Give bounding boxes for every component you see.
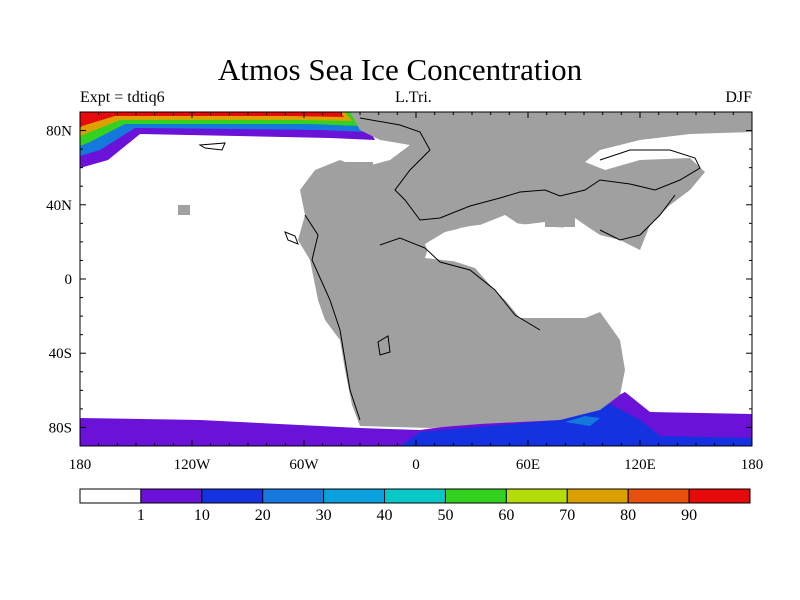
lon-tick-label: 0	[412, 457, 420, 473]
map-field	[80, 112, 752, 446]
colorbar-label: 90	[681, 507, 697, 524]
colorbar-label: 20	[255, 507, 271, 524]
colorbar-swatch	[627, 488, 690, 504]
land-mass-sahara	[425, 222, 625, 318]
coastline	[599, 194, 676, 241]
colorbar: 1 10 20 30 40 50 60 70 80 90	[79, 488, 751, 524]
experiment-label: Expt = tdtiq6	[80, 89, 165, 106]
land-mass-main	[298, 112, 752, 428]
colorbar-swatch	[201, 488, 264, 504]
lon-tick-label: 60W	[289, 457, 319, 473]
colorbar-label: 80	[620, 507, 636, 524]
season-label: DJF	[725, 89, 752, 106]
arctic-ice-band-5	[80, 112, 344, 128]
arctic-ice-band-3	[80, 112, 360, 146]
lat-axis-labels: 80N 40N 0 40S 80S	[46, 124, 72, 437]
colorbar-swatch	[505, 488, 568, 504]
colorbar-label: 30	[316, 507, 332, 524]
antarctic-ice-inner	[400, 404, 752, 446]
grid-label: L.Tri.	[395, 89, 432, 106]
colorbar-swatch	[79, 488, 142, 504]
colorbar-swatch	[444, 488, 507, 504]
arctic-ice-band-4	[80, 112, 352, 136]
colorbar-label: 40	[377, 507, 393, 524]
lon-tick-label: 60E	[516, 457, 540, 473]
colorbar-swatch	[566, 488, 629, 504]
coastline	[379, 237, 541, 331]
lat-tick-label: 80N	[46, 124, 72, 140]
coastline	[304, 214, 361, 421]
lon-tick-label: 180	[69, 457, 92, 473]
lon-axis-labels: 180 120W 60W 0 60E 120E 180	[69, 457, 764, 473]
colorbar-swatch	[688, 488, 751, 504]
lat-axis-ticks	[80, 130, 752, 428]
colorbar-swatch	[262, 488, 325, 504]
lon-axis-ticks	[79, 112, 753, 446]
colorbar-swatch	[140, 488, 203, 504]
colorbar-label: 1	[137, 507, 145, 524]
coastline	[284, 231, 299, 245]
lat-tick-label: 40S	[49, 346, 72, 362]
lat-tick-label: 40N	[46, 198, 72, 214]
colorbar-swatch	[323, 488, 386, 504]
lat-tick-label: 0	[65, 272, 73, 288]
coastline	[198, 142, 226, 151]
colorbar-swatch	[384, 488, 446, 504]
coastline	[377, 335, 391, 356]
lon-tick-label: 180	[741, 457, 764, 473]
map-title: Atmos Sea Ice Concentration	[217, 52, 583, 87]
lon-tick-label: 120W	[174, 457, 212, 473]
antarctic-ice-core	[565, 416, 600, 426]
land-patch	[545, 215, 575, 227]
colorbar-label: 10	[194, 507, 210, 524]
colorbar-label: 60	[498, 507, 514, 524]
lon-tick-label: 120E	[624, 457, 656, 473]
colorbar-label: 70	[559, 507, 575, 524]
land-patch	[178, 205, 190, 215]
lat-tick-label: 80S	[49, 420, 72, 436]
colorbar-label: 50	[437, 507, 453, 524]
coastline	[359, 117, 701, 221]
land-patch	[345, 162, 373, 174]
